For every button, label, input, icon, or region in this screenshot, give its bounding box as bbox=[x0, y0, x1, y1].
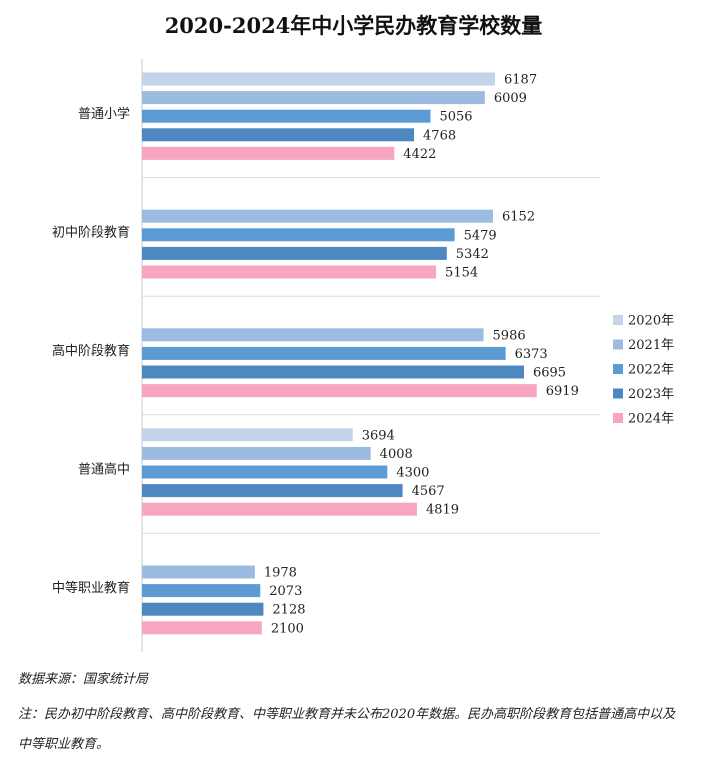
legend-swatch bbox=[613, 364, 623, 374]
data-label: 3694 bbox=[362, 428, 395, 443]
bar-chart: 普通小学 6187 6009 5056 4768 4422 初中阶段教育 6152 5479 53… bbox=[52, 59, 674, 652]
category-label: 高中阶段教育 bbox=[52, 343, 130, 359]
bar bbox=[142, 72, 495, 86]
bar bbox=[142, 502, 417, 516]
bar bbox=[142, 602, 264, 616]
legend-label: 2022年 bbox=[628, 363, 674, 378]
category-label: 中等职业教育 bbox=[52, 580, 130, 596]
data-label: 6919 bbox=[546, 384, 579, 399]
data-label: 2128 bbox=[272, 603, 305, 618]
bar bbox=[142, 365, 524, 379]
legend-swatch bbox=[613, 413, 623, 423]
footnote: 注：民办初中阶段教育、高中阶段教育、中等职业教育并未公布2020年数据。民办高职… bbox=[18, 707, 676, 752]
bar bbox=[142, 484, 403, 498]
bar bbox=[142, 246, 447, 260]
chart-title: 2020-2024年中小学民办教育学校数量 bbox=[164, 13, 543, 38]
data-label: 5342 bbox=[456, 247, 489, 262]
bar bbox=[142, 328, 484, 342]
data-label: 5986 bbox=[493, 328, 526, 343]
category-label: 普通小学 bbox=[78, 106, 130, 122]
data-label: 6373 bbox=[515, 347, 548, 362]
bar bbox=[142, 346, 506, 360]
data-label: 5056 bbox=[439, 110, 472, 125]
bar bbox=[142, 209, 494, 223]
legend-label: 2023年 bbox=[628, 387, 674, 402]
data-label: 1978 bbox=[264, 566, 297, 581]
legend-label: 2021年 bbox=[628, 338, 674, 353]
data-label: 4422 bbox=[403, 147, 436, 162]
data-label: 4768 bbox=[423, 128, 456, 143]
data-label: 5479 bbox=[464, 228, 497, 243]
data-label: 6187 bbox=[504, 73, 537, 88]
bar bbox=[142, 446, 371, 460]
bar bbox=[142, 109, 431, 123]
bar bbox=[142, 621, 262, 635]
data-label: 4300 bbox=[396, 466, 429, 481]
bar bbox=[142, 584, 261, 598]
legend-swatch bbox=[613, 315, 623, 325]
legend-swatch bbox=[613, 339, 623, 350]
bar bbox=[142, 265, 437, 279]
bar bbox=[142, 146, 395, 160]
data-label: 4819 bbox=[426, 503, 459, 518]
bar bbox=[142, 91, 485, 105]
bar bbox=[142, 228, 455, 242]
category-label: 普通高中 bbox=[78, 462, 130, 478]
bar bbox=[142, 565, 255, 579]
legend-label: 2024年 bbox=[628, 412, 674, 427]
data-source: 数据来源：国家统计局 bbox=[18, 672, 149, 687]
data-label: 2100 bbox=[271, 621, 304, 636]
data-label: 4008 bbox=[380, 447, 413, 462]
legend-swatch bbox=[613, 388, 623, 399]
legend-label: 2020年 bbox=[628, 314, 674, 329]
data-label: 2073 bbox=[269, 584, 302, 599]
bar bbox=[142, 384, 537, 398]
data-label: 5154 bbox=[445, 266, 478, 281]
data-label: 6695 bbox=[533, 366, 566, 381]
bar bbox=[142, 428, 353, 442]
bar bbox=[142, 465, 388, 479]
data-label: 4567 bbox=[412, 484, 445, 499]
data-label: 6009 bbox=[494, 91, 527, 106]
category-label: 初中阶段教育 bbox=[52, 224, 130, 240]
data-label: 6152 bbox=[502, 210, 535, 225]
bar bbox=[142, 128, 415, 142]
